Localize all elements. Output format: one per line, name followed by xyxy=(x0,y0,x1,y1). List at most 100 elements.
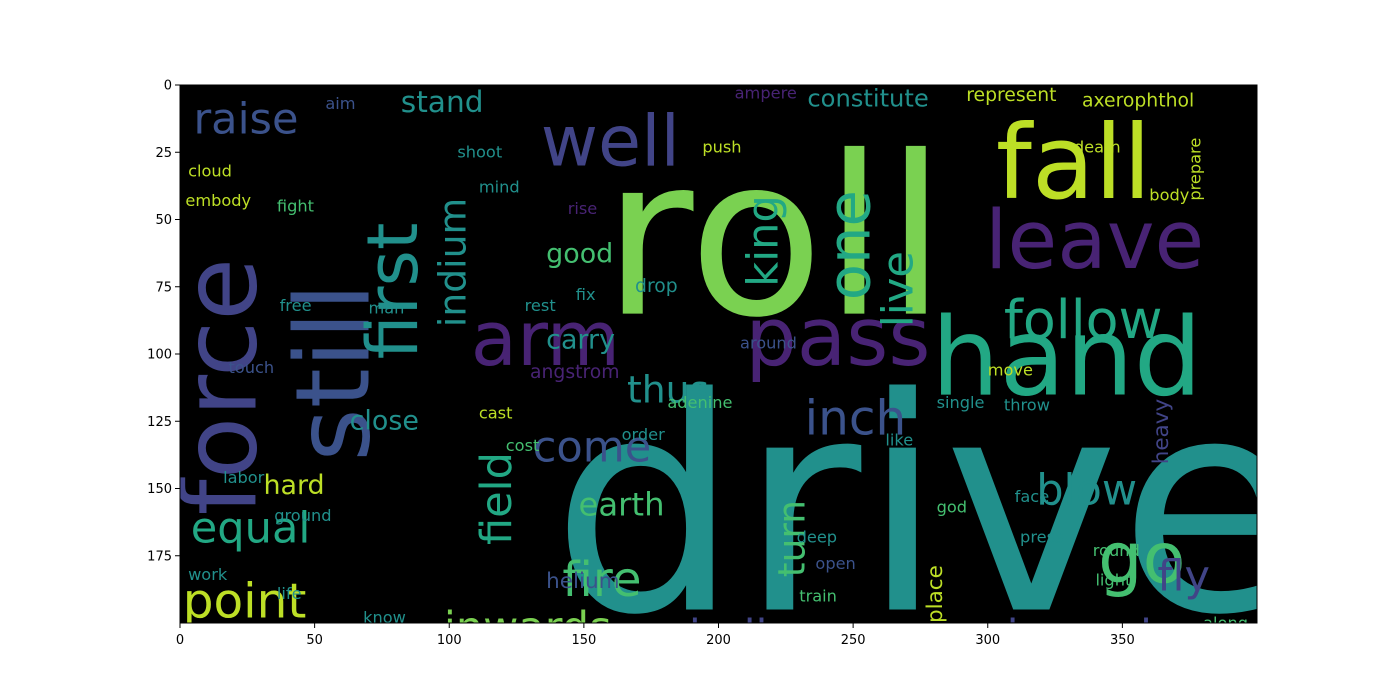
word-well: well xyxy=(541,101,680,183)
word-fight: fight xyxy=(277,196,314,215)
word-equal: equal xyxy=(191,503,311,553)
word-raise: raise xyxy=(193,94,298,144)
word-move: move xyxy=(988,361,1033,380)
word-first: first xyxy=(352,223,434,360)
word-indium: indium xyxy=(430,198,474,327)
word-round: round xyxy=(1093,541,1140,560)
word-drive: drive xyxy=(552,335,1302,680)
word-blow: blow xyxy=(1036,466,1137,516)
word-light: light xyxy=(1095,570,1131,589)
word-throw: throw xyxy=(1004,395,1050,414)
y-tick-label: 175 xyxy=(147,549,172,564)
word-king: king xyxy=(739,195,789,287)
y-tick-label: 25 xyxy=(155,146,172,161)
x-tick-label: 0 xyxy=(176,633,184,648)
word-close: close xyxy=(350,405,419,436)
y-tick-label: 75 xyxy=(155,280,172,295)
x-axis: 0 50 100 150 200 250 300 350 xyxy=(176,623,1135,648)
word-body: body xyxy=(1149,186,1189,205)
word-touch: touch xyxy=(228,358,274,377)
word-angstrom: angstrom xyxy=(530,362,620,383)
word-ampere: ampere xyxy=(735,83,797,102)
word-train: train xyxy=(799,586,837,605)
word-exist: exist xyxy=(363,638,402,657)
word-adenine: adenine xyxy=(667,393,732,412)
word-good: good xyxy=(546,239,613,270)
word-along: along xyxy=(1203,613,1248,632)
word-comprise: comprise xyxy=(210,638,284,657)
word-turn: turn xyxy=(770,500,814,577)
word-field: field xyxy=(472,452,522,545)
word-open: open xyxy=(815,554,855,573)
y-tick-label: 125 xyxy=(147,415,172,430)
word-mind: mind xyxy=(479,178,520,197)
word-around: around xyxy=(740,334,797,353)
word-indiana: indiana xyxy=(689,611,848,661)
word-deep: deep xyxy=(797,527,837,546)
word-fire: fire xyxy=(562,552,641,608)
word-drop: drop xyxy=(635,276,678,297)
word-free: free xyxy=(280,296,312,315)
word-prepare: prepare xyxy=(1185,138,1204,201)
word-aim: aim xyxy=(325,94,355,113)
word-rest: rest xyxy=(525,296,556,315)
word-ground: ground xyxy=(274,506,331,525)
y-tick-label: 50 xyxy=(155,213,172,228)
word-shoot: shoot xyxy=(457,143,502,162)
word-cast: cast xyxy=(479,404,513,423)
word-man: man xyxy=(368,299,404,318)
word-stand: stand xyxy=(401,85,484,119)
y-tick-label: 100 xyxy=(147,348,172,363)
word-work: work xyxy=(188,565,228,584)
word-know: know xyxy=(363,608,406,627)
word-arm: arm xyxy=(471,295,620,383)
word-fly: fly xyxy=(1157,552,1210,602)
x-tick-label: 250 xyxy=(841,633,866,648)
word-cost: cost xyxy=(506,436,540,455)
y-tick-label: 0 xyxy=(164,79,172,94)
word-hard: hard xyxy=(263,470,324,501)
word-come: come xyxy=(533,423,652,473)
word-carry: carry xyxy=(546,325,615,356)
word-heavy: heavy xyxy=(1149,399,1174,465)
word-push: push xyxy=(702,137,741,156)
word-thus: thus xyxy=(627,367,709,411)
word-earth: earth xyxy=(578,485,664,523)
word-inward: inward xyxy=(1007,611,1152,661)
word-life: life xyxy=(277,584,302,603)
word-live: live xyxy=(873,251,923,327)
word-helium: helium xyxy=(546,569,619,594)
word-press: press xyxy=(1020,527,1063,546)
x-tick-label: 350 xyxy=(1110,633,1135,648)
word-cloud: cloud xyxy=(188,161,232,180)
word-fall: fall xyxy=(996,104,1152,223)
word-axerophthol: axerophthol xyxy=(1082,91,1194,112)
x-tick-label: 50 xyxy=(306,633,323,648)
word-go: go xyxy=(1098,518,1185,600)
word-roll: roll xyxy=(603,110,947,367)
word-labor: labor xyxy=(223,468,265,487)
plot-background xyxy=(180,85,1257,623)
word-force: force xyxy=(161,258,280,516)
word-embody: embody xyxy=(185,191,251,210)
x-tick-label: 150 xyxy=(571,633,596,648)
word-still: still xyxy=(274,283,393,462)
word-leave: leave xyxy=(985,194,1204,288)
y-axis: 0 25 50 75 100 125 150 175 xyxy=(147,79,180,564)
word-face: face xyxy=(1015,487,1050,506)
word-point: point xyxy=(183,574,307,630)
word-order: order xyxy=(622,425,666,444)
word-one: one xyxy=(814,190,883,300)
x-tick-label: 300 xyxy=(975,633,1000,648)
word-pass: pass xyxy=(745,291,930,385)
word-represent: represent xyxy=(966,85,1056,106)
word-inwards: inwards xyxy=(444,603,612,653)
word-god: god xyxy=(937,498,967,517)
word-single: single xyxy=(937,393,985,412)
word-fix: fix xyxy=(576,285,596,304)
word-constitute: constitute xyxy=(807,85,928,113)
y-tick-label: 150 xyxy=(147,482,172,497)
x-tick-label: 100 xyxy=(437,633,462,648)
